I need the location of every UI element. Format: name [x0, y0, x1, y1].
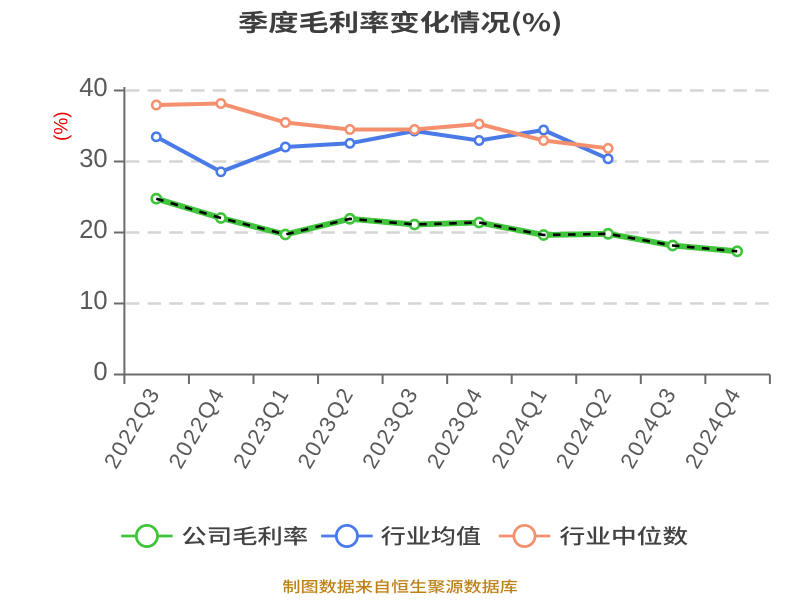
- svg-text:20: 20: [79, 216, 107, 244]
- svg-text:0: 0: [93, 358, 107, 386]
- svg-text:(%): (%): [52, 111, 73, 141]
- svg-text:10: 10: [79, 287, 107, 315]
- svg-text:40: 40: [79, 74, 107, 102]
- svg-text:30: 30: [79, 145, 107, 173]
